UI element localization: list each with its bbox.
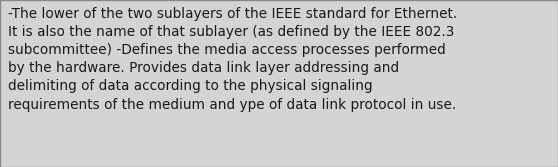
- Text: -The lower of the two sublayers of the IEEE standard for Ethernet.
It is also th: -The lower of the two sublayers of the I…: [8, 7, 458, 112]
